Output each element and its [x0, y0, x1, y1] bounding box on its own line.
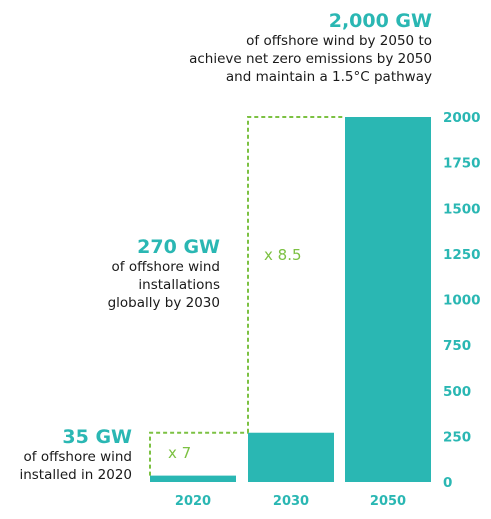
callout-2050: 2,000 GW of offshore wind by 2050 to ach…: [120, 10, 432, 86]
callout-2020-line-1: of offshore wind: [23, 449, 132, 465]
x-tick-label-2020: 2020: [175, 494, 211, 509]
y-tick-label-0: 0: [443, 475, 452, 491]
callout-2020-value: 35 GW: [62, 426, 132, 448]
y-tick-label-1750: 1750: [443, 156, 481, 172]
bar-2020: [150, 475, 236, 482]
y-tick-label-250: 250: [443, 429, 471, 445]
callout-2020: 35 GW of offshore wind installed in 2020: [0, 426, 132, 484]
callout-2030-line-2: installations: [138, 277, 220, 293]
callout-2020-line-2: installed in 2020: [19, 467, 132, 483]
multiplier-label-2030-2050: x 8.5: [264, 246, 302, 264]
bar-2030: [248, 432, 334, 482]
callout-2050-line-1: of offshore wind by 2050 to: [246, 33, 432, 49]
y-tick-label-2000: 2000: [443, 110, 481, 126]
y-tick-label-1500: 1500: [443, 201, 481, 217]
callout-2030-line-1: of offshore wind: [111, 259, 220, 275]
multiplier-line-2030-2050: [247, 116, 345, 433]
y-tick-label-500: 500: [443, 384, 471, 400]
callout-2050-line-3: and maintain a 1.5°C pathway: [225, 69, 432, 85]
callout-2030-value: 270 GW: [137, 236, 220, 258]
y-tick-label-1000: 1000: [443, 293, 481, 309]
y-tick-label-750: 750: [443, 338, 471, 354]
x-tick-label-2030: 2030: [273, 494, 309, 509]
callout-2030-line-3: globally by 2030: [107, 295, 220, 311]
y-tick-label-1250: 1250: [443, 247, 481, 263]
callout-2030: 270 GW of offshore wind installations gl…: [40, 236, 220, 312]
callout-2050-value: 2,000 GW: [328, 10, 432, 32]
bar-2050: [345, 117, 431, 482]
multiplier-label-2020-2030: x 7: [168, 444, 191, 462]
x-tick-label-2050: 2050: [370, 494, 406, 509]
multiplier-line-2020-2030: [149, 431, 248, 476]
callout-2050-line-2: achieve net zero emissions by 2050: [189, 51, 432, 67]
